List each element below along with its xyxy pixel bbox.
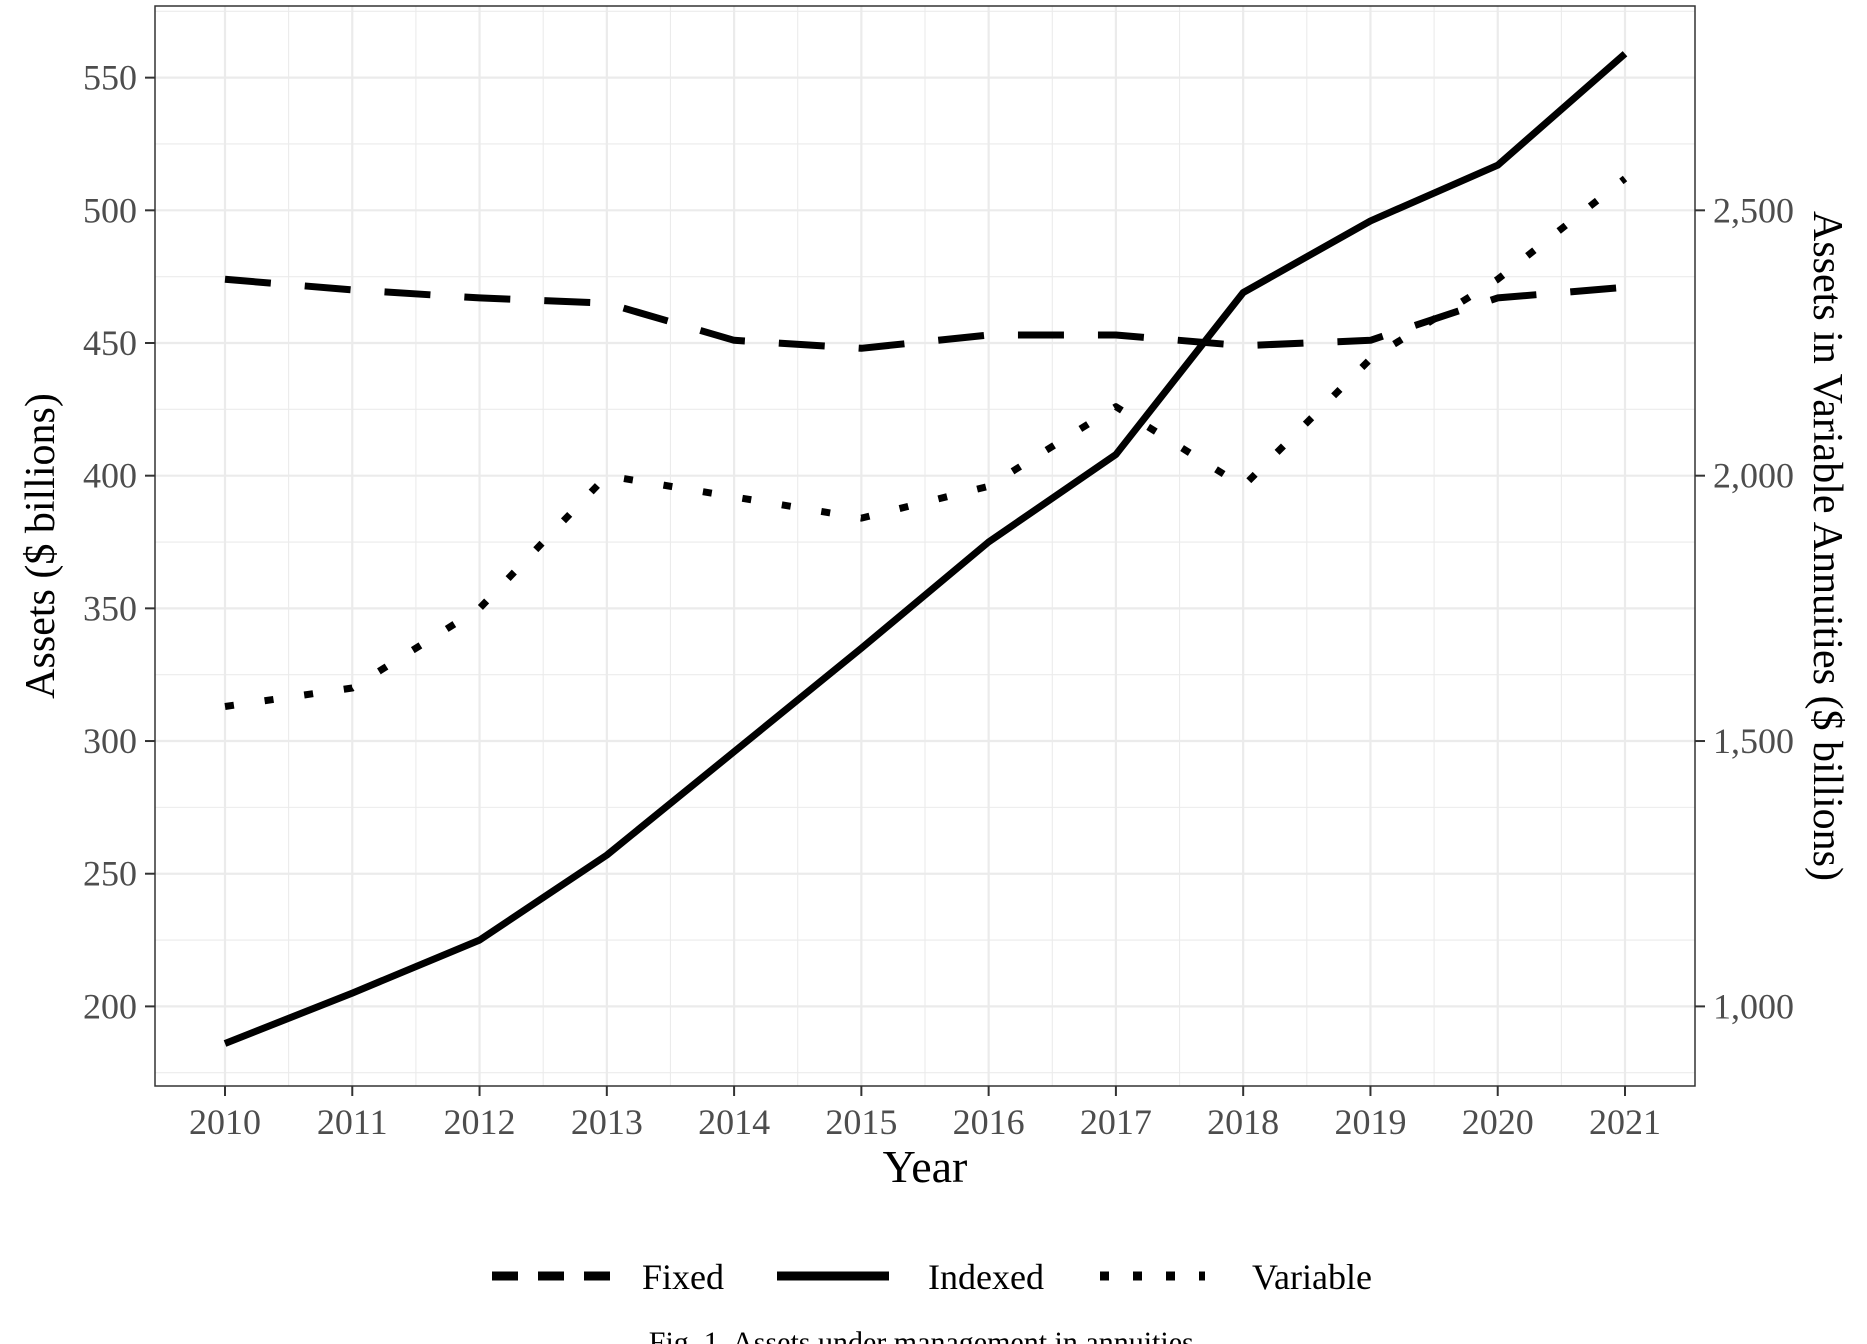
series-line-indexed xyxy=(223,51,1628,1047)
figure-caption: Fig. 1. Assets under management in annui… xyxy=(649,1326,1201,1344)
legend-label-variable: Variable xyxy=(1252,1257,1372,1297)
y-tick-label-right: 1,000 xyxy=(1713,986,1794,1026)
x-tick-label: 2010 xyxy=(189,1102,261,1142)
y-tick-label-left: 450 xyxy=(83,323,137,363)
x-tick-label: 2016 xyxy=(953,1102,1025,1142)
minor-gridlines xyxy=(155,6,1695,1086)
y-tick-label-left: 300 xyxy=(83,721,137,761)
y-tick-label-right: 1,500 xyxy=(1713,721,1794,761)
y-axis-title-left: Assets ($ billions) xyxy=(18,393,64,699)
x-tick-label: 2021 xyxy=(1589,1102,1661,1142)
legend: Fixed Indexed Variable xyxy=(492,1257,1372,1297)
plot-panel-border xyxy=(154,5,1696,1087)
y-tick-label-left: 200 xyxy=(83,986,137,1026)
x-tick-label: 2011 xyxy=(317,1102,388,1142)
y-axis-title-right: Assets in Variable Annuities ($ billions… xyxy=(1804,211,1850,881)
y-tick-label-left: 350 xyxy=(83,588,137,628)
y-tick-label-right: 2,000 xyxy=(1713,456,1794,496)
y-tick-label-left: 550 xyxy=(83,58,137,98)
x-tick-label: 2020 xyxy=(1462,1102,1534,1142)
major-gridlines xyxy=(155,6,1695,1086)
x-tick-label: 2012 xyxy=(444,1102,516,1142)
y-tick-label-left: 500 xyxy=(83,190,137,230)
x-tick-label: 2017 xyxy=(1080,1102,1152,1142)
y-tick-label-right: 2,500 xyxy=(1713,190,1794,230)
x-tick-label: 2018 xyxy=(1207,1102,1279,1142)
x-tick-label: 2014 xyxy=(698,1102,770,1142)
series-lines xyxy=(223,51,1628,1047)
x-tick-label: 2019 xyxy=(1334,1102,1406,1142)
x-axis-title: Year xyxy=(883,1141,968,1192)
y-tick-label-left: 250 xyxy=(83,854,137,894)
x-tick-label: 2013 xyxy=(571,1102,643,1142)
axis-tick-labels: 2010 2011 2012 2013 2014 2015 2016 2017 2018 2019… xyxy=(83,58,1794,1142)
x-tick-label: 2015 xyxy=(825,1102,897,1142)
axis-ticks xyxy=(145,76,1705,1096)
legend-label-indexed: Indexed xyxy=(928,1257,1044,1297)
y-tick-label-left: 400 xyxy=(83,456,137,496)
legend-label-fixed: Fixed xyxy=(642,1257,724,1297)
